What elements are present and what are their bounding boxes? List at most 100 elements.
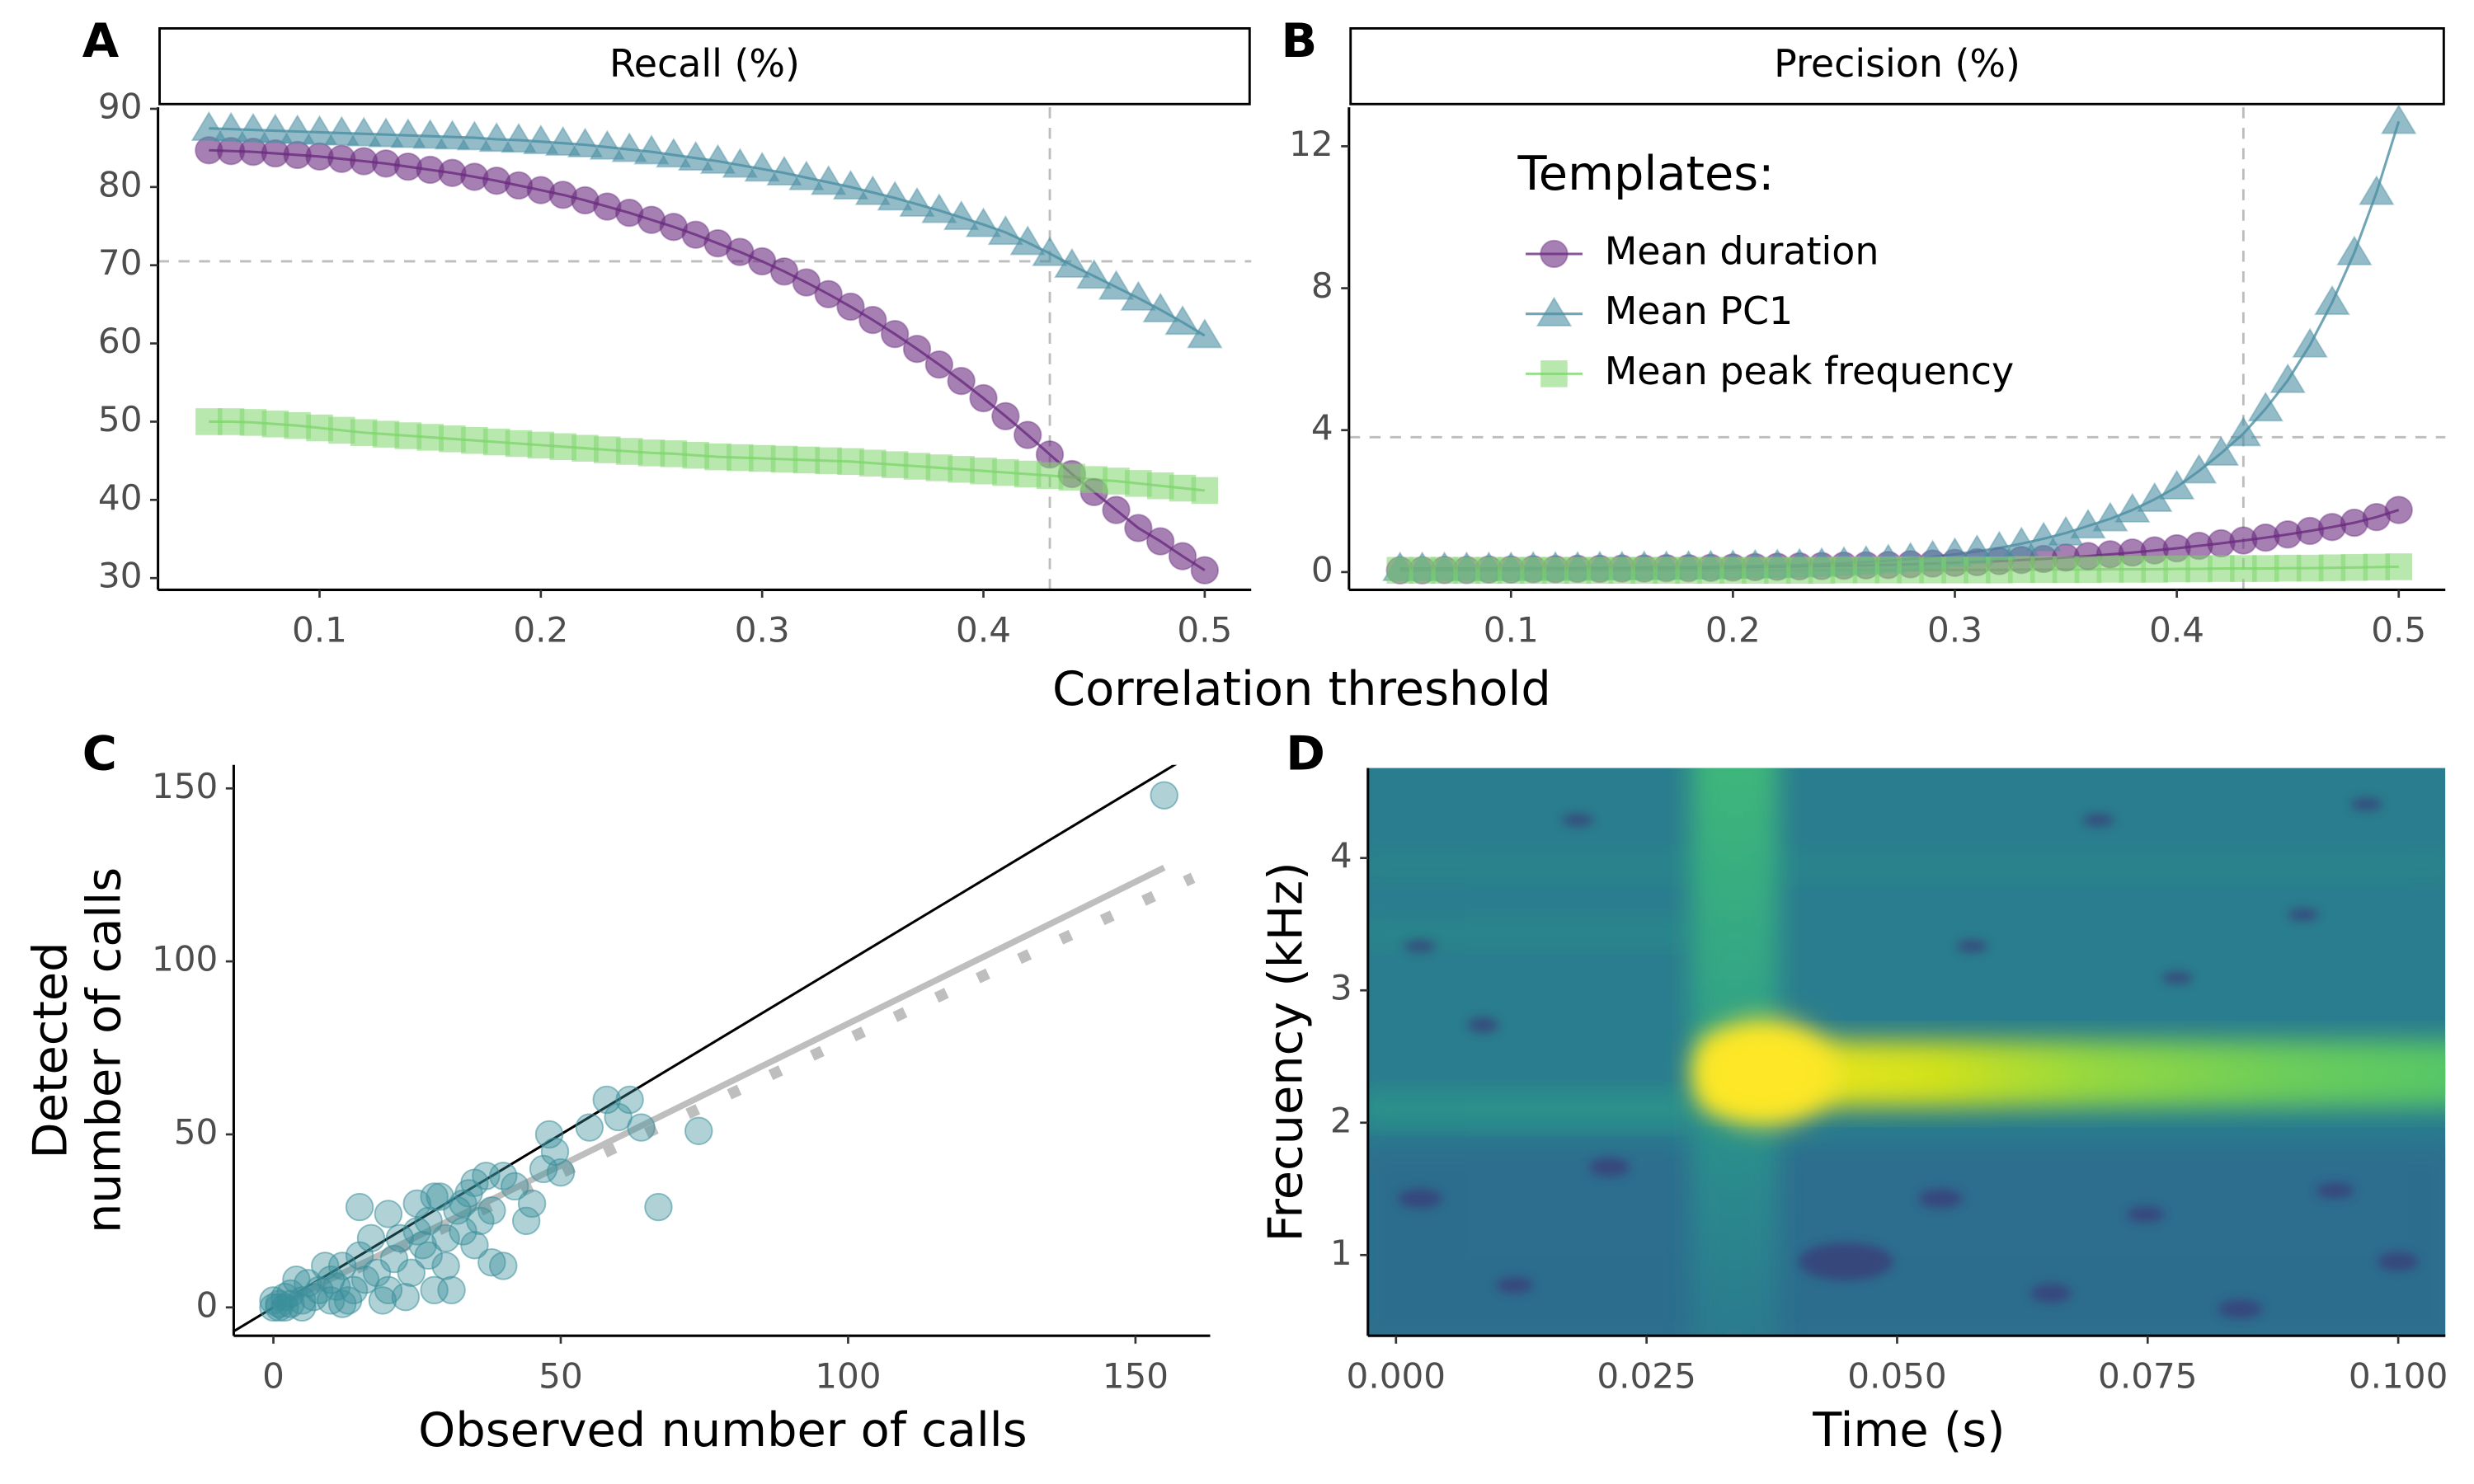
x-tick-label: 0.000 <box>1347 1355 1446 1396</box>
y-tick-label: 100 <box>152 939 218 979</box>
marker <box>943 200 980 231</box>
point <box>402 1217 431 1246</box>
marker <box>2380 104 2417 134</box>
low-band <box>1367 1143 2446 1336</box>
marker <box>434 120 471 150</box>
marker <box>880 319 910 349</box>
marker <box>1536 296 1573 326</box>
marker <box>2292 327 2328 358</box>
marker <box>677 140 714 171</box>
y-tick-label: 150 <box>152 766 218 806</box>
marker <box>769 257 799 286</box>
marker <box>1075 259 1112 289</box>
marker <box>368 117 404 148</box>
point <box>575 1113 604 1142</box>
point <box>529 1154 558 1184</box>
marker <box>456 120 493 151</box>
x-tick-label: 0.050 <box>1847 1355 1946 1396</box>
y-tick-label: 60 <box>98 321 143 361</box>
marker <box>1120 280 1157 311</box>
marker <box>2247 391 2284 422</box>
marker <box>699 143 736 174</box>
call-peak <box>1692 1018 1835 1126</box>
y-tick-label: 50 <box>174 1111 219 1152</box>
point <box>368 1286 397 1315</box>
marker <box>1145 527 1175 556</box>
x-tick-label: 0.1 <box>1484 610 1539 650</box>
x-tick-label: 0.2 <box>513 610 568 650</box>
point <box>420 1275 449 1305</box>
point <box>408 1231 437 1260</box>
point <box>379 1244 409 1274</box>
panel-letter: C <box>82 726 117 781</box>
marker <box>589 129 626 160</box>
marker <box>1191 477 1219 505</box>
marker <box>832 169 869 200</box>
point <box>477 1196 506 1225</box>
y-tick-label: 2 <box>1330 1100 1352 1140</box>
marker <box>323 115 360 146</box>
marker <box>2359 175 2395 205</box>
point <box>477 1248 506 1277</box>
marker <box>390 118 426 148</box>
marker <box>1032 236 1068 266</box>
marker <box>213 111 249 142</box>
marker <box>279 114 316 144</box>
x-tick-label: 0.025 <box>1597 1355 1696 1396</box>
point <box>684 1116 713 1145</box>
marker <box>1142 292 1178 323</box>
point <box>322 1272 351 1301</box>
point <box>592 1085 621 1115</box>
marker <box>1054 247 1090 279</box>
y-tick-label: 3 <box>1330 968 1352 1008</box>
fit-line <box>233 764 1178 1333</box>
x-tick-label: 0.075 <box>2098 1355 2197 1396</box>
point <box>517 1189 547 1219</box>
point <box>644 1192 673 1222</box>
marker <box>633 134 670 165</box>
point <box>316 1286 346 1315</box>
y-tick-label: 0 <box>1311 549 1333 589</box>
marker <box>1540 360 1568 387</box>
strip <box>1349 26 2445 106</box>
plot-area <box>233 764 1196 1333</box>
point <box>466 1206 495 1236</box>
marker <box>969 383 998 413</box>
marker <box>2203 435 2240 467</box>
marker <box>2384 495 2413 524</box>
y-tick-label: 80 <box>98 164 143 204</box>
faint-band <box>1367 851 2446 881</box>
legend-label: Mean peak frequency <box>1605 349 2014 393</box>
marker <box>235 112 271 143</box>
point <box>615 1085 644 1115</box>
point <box>294 1269 322 1298</box>
x-axis-title: Observed number of calls <box>418 1402 1027 1458</box>
marker <box>814 279 843 309</box>
point <box>489 1162 518 1190</box>
y-tick-label: 50 <box>98 399 143 439</box>
point <box>437 1275 466 1305</box>
fit-line <box>271 864 1166 1311</box>
marker <box>2314 284 2350 316</box>
marker <box>1187 318 1223 349</box>
panel-letter: D <box>1286 726 1325 781</box>
marker <box>2158 469 2195 500</box>
point <box>414 1206 443 1236</box>
marker <box>744 152 780 182</box>
x-tick-label: 0.1 <box>292 610 347 650</box>
point <box>391 1282 421 1312</box>
marker <box>301 115 338 145</box>
marker <box>792 268 821 297</box>
point <box>431 1223 460 1253</box>
x-axis-title: Time (s) <box>1812 1402 2005 1458</box>
marker <box>523 124 559 155</box>
point <box>402 1189 431 1219</box>
marker <box>1098 270 1135 300</box>
marker <box>346 116 382 147</box>
marker <box>858 305 887 335</box>
point <box>374 1200 403 1228</box>
marker <box>611 132 647 162</box>
y-tick-label: 90 <box>98 86 143 126</box>
